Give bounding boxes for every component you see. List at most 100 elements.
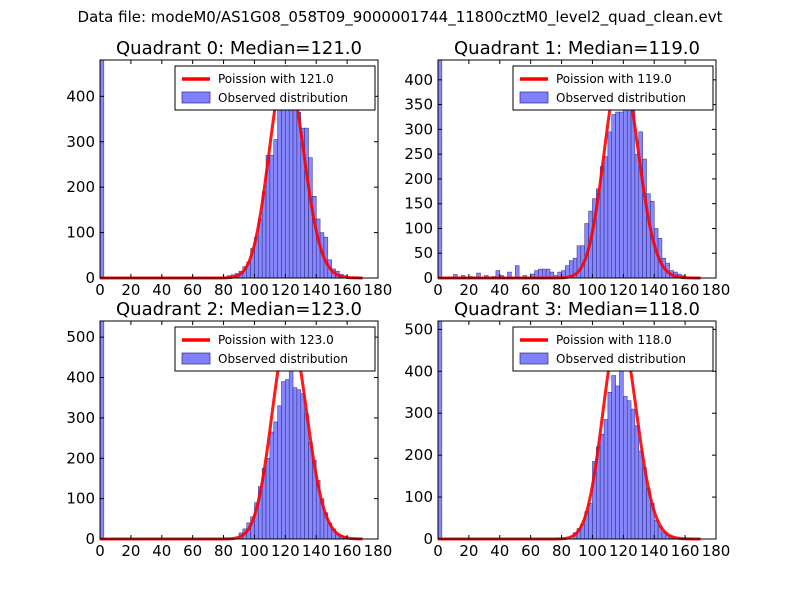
legend-line-label: Poission with 121.0 — [218, 72, 334, 86]
histogram-bar — [634, 425, 640, 540]
legend-line-label: Poission with 123.0 — [218, 333, 334, 347]
histogram-bar — [607, 131, 613, 279]
x-tick-label: 120 — [609, 542, 638, 560]
y-tick-label: 100 — [66, 490, 95, 508]
y-tick-label: 300 — [66, 409, 95, 427]
chart-title: Quadrant 3: Median=118.0 — [454, 299, 700, 320]
x-tick-label: 160 — [671, 542, 700, 560]
axes-frame — [99, 59, 379, 279]
x-tick-label: 0 — [95, 281, 105, 299]
x-tick-label: 80 — [214, 542, 233, 560]
x-tick-label: 0 — [95, 542, 105, 560]
histogram-bar — [304, 127, 309, 279]
histogram-bar — [623, 396, 628, 540]
axes-frame — [437, 59, 717, 279]
x-tick-label: 100 — [240, 542, 269, 560]
x-tick-label: 40 — [490, 281, 509, 299]
chart-title: Quadrant 2: Median=123.0 — [116, 299, 362, 320]
x-tick-label: 40 — [152, 281, 171, 299]
histogram-bar — [437, 59, 443, 279]
legend-bar-label: Observed distribution — [556, 352, 686, 366]
x-tick-label: 80 — [214, 281, 233, 299]
x-tick-label: 60 — [183, 281, 202, 299]
y-tick-label: 150 — [404, 195, 433, 213]
histogram-bar — [265, 458, 271, 540]
y-tick-label: 200 — [66, 449, 95, 467]
y-tick-label: 200 — [404, 446, 433, 464]
x-tick-label: 120 — [271, 281, 300, 299]
histogram-bar — [300, 393, 305, 540]
x-tick-label: 0 — [433, 542, 443, 560]
histogram-bar — [269, 431, 274, 540]
y-tick-label: 300 — [66, 133, 95, 151]
y-tick-label: 0 — [423, 269, 433, 287]
histogram-bar — [588, 503, 593, 540]
histogram-bar — [615, 111, 620, 279]
histogram-bar — [615, 385, 620, 540]
y-tick-label: 400 — [66, 87, 95, 105]
x-tick-label: 180 — [364, 542, 393, 560]
x-tick-label: 80 — [552, 542, 571, 560]
histogram-bar — [514, 265, 520, 279]
x-tick-label: 20 — [121, 281, 140, 299]
y-tick-label: 250 — [404, 145, 433, 163]
x-tick-label: 160 — [671, 281, 700, 299]
histogram-bar — [99, 59, 105, 279]
y-tick-label: 200 — [404, 170, 433, 188]
y-tick-label: 300 — [404, 404, 433, 422]
histogram-bar — [285, 379, 290, 540]
x-tick-label: 0 — [433, 281, 443, 299]
x-tick-label: 140 — [302, 542, 331, 560]
histogram-bar — [273, 139, 278, 279]
legend-bar-label: Observed distribution — [218, 91, 348, 105]
axes-frame — [437, 320, 717, 540]
histogram-bar — [634, 153, 640, 279]
histogram-bar — [619, 362, 624, 540]
histogram-bar — [638, 450, 643, 540]
legend-line-label: Poission with 118.0 — [556, 333, 672, 347]
y-tick-label: 50 — [414, 244, 433, 262]
x-tick-label: 100 — [578, 542, 607, 560]
histogram-bar — [437, 320, 443, 540]
y-tick-label: 400 — [66, 369, 95, 387]
histogram-bar — [277, 405, 282, 540]
chart-panel-2: 0 20 40 60 80 100 120 140 160 1800100200300400500… — [66, 299, 392, 560]
y-tick-label: 500 — [404, 320, 433, 338]
histogram-bar — [277, 109, 282, 279]
y-tick-label: 100 — [66, 224, 95, 242]
histogram-bar — [269, 155, 274, 279]
x-tick-label: 20 — [459, 281, 478, 299]
legend-bar-label: Observed distribution — [556, 91, 686, 105]
histogram-bar — [308, 157, 313, 279]
histogram-bar — [626, 99, 632, 279]
chart-title: Quadrant 1: Median=119.0 — [454, 38, 700, 59]
chart-panel-1: 0 20 40 60 80 100 120 140 160 1800501001502002503… — [404, 38, 730, 299]
legend-bar-swatch — [519, 352, 549, 365]
x-tick-label: 60 — [521, 281, 540, 299]
x-tick-label: 100 — [240, 281, 269, 299]
x-tick-label: 60 — [183, 542, 202, 560]
legend-bar-swatch — [181, 352, 211, 365]
legend-bar-label: Observed distribution — [218, 352, 348, 366]
x-tick-label: 140 — [640, 281, 669, 299]
histogram-bar — [99, 320, 105, 540]
legend-bar-swatch — [181, 91, 211, 104]
histogram-bar — [603, 156, 609, 279]
histogram-bar — [273, 421, 278, 540]
histogram-bar — [626, 400, 632, 540]
x-tick-label: 180 — [702, 542, 731, 560]
y-tick-label: 0 — [85, 530, 95, 548]
x-tick-label: 60 — [521, 542, 540, 560]
histogram-bar — [607, 392, 613, 540]
x-tick-label: 120 — [609, 281, 638, 299]
y-tick-label: 0 — [85, 269, 95, 287]
x-tick-label: 160 — [333, 281, 362, 299]
y-tick-label: 100 — [404, 488, 433, 506]
histogram-bar — [292, 387, 298, 540]
y-tick-label: 100 — [404, 219, 433, 237]
x-tick-label: 100 — [578, 281, 607, 299]
y-tick-label: 0 — [423, 530, 433, 548]
y-tick-label: 400 — [404, 71, 433, 89]
histogram-bar — [619, 111, 624, 279]
